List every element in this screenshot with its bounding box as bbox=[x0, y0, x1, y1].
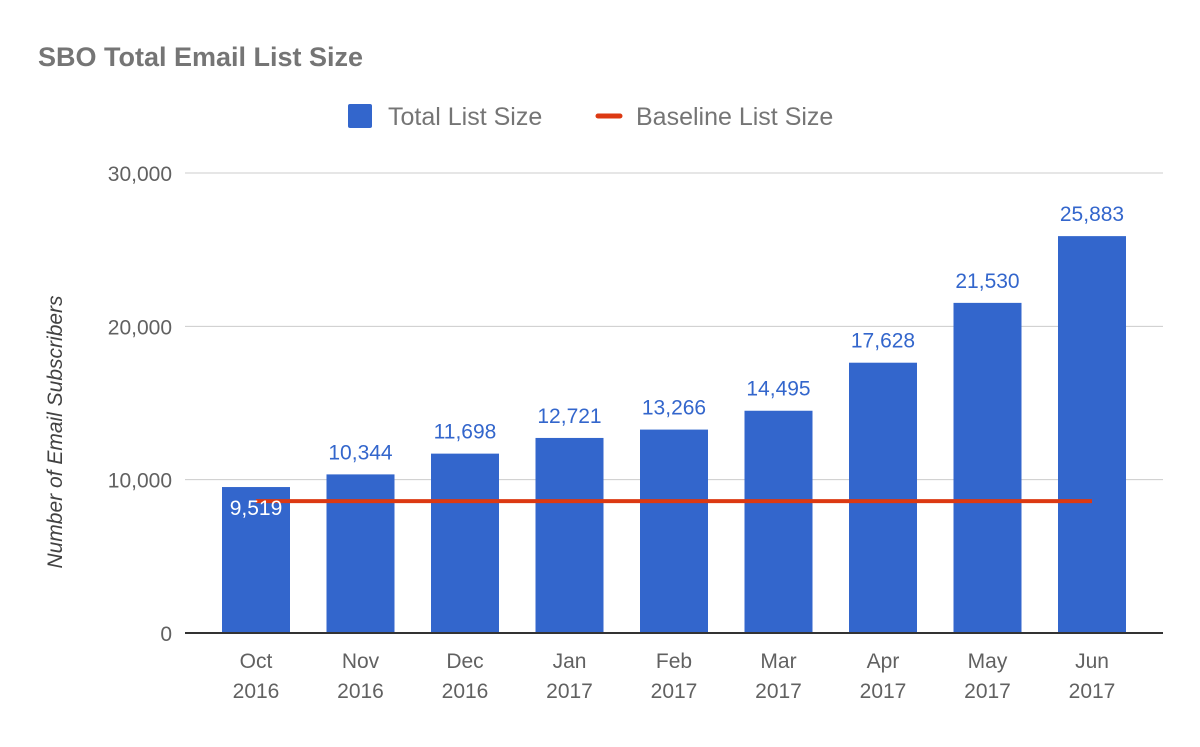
legend: Total List Size Baseline List Size bbox=[348, 103, 833, 131]
bar-data-label: 11,698 bbox=[434, 421, 497, 444]
x-tick-label-year: 2016 bbox=[233, 680, 280, 703]
x-tick-label-year: 2017 bbox=[964, 680, 1011, 703]
bar-data-label: 13,266 bbox=[642, 397, 706, 420]
bar-data-label: 21,530 bbox=[955, 270, 1019, 293]
x-tick-label-month: Jan bbox=[553, 650, 587, 673]
bar[interactable] bbox=[1058, 236, 1126, 634]
y-tick-label: 0 bbox=[160, 623, 172, 646]
bar-data-label: 9,519 bbox=[230, 497, 283, 520]
x-tick-label-month: Oct bbox=[240, 650, 273, 673]
legend-swatch-total-list-size bbox=[348, 104, 372, 128]
bar[interactable] bbox=[535, 437, 604, 633]
x-tick-label-year: 2017 bbox=[651, 680, 698, 703]
bar[interactable] bbox=[744, 410, 813, 633]
y-tick-label: 10,000 bbox=[108, 470, 172, 493]
bar-data-label: 14,495 bbox=[746, 378, 810, 401]
x-tick-label-year: 2017 bbox=[860, 680, 907, 703]
x-tick-label-month: Apr bbox=[867, 650, 900, 673]
bar[interactable] bbox=[431, 453, 499, 633]
data-labels: 9,519 10,344 11,698 12,721 13,266 14,495 17,62… bbox=[230, 203, 1124, 520]
bar-data-label: 25,883 bbox=[1060, 203, 1124, 226]
bar[interactable] bbox=[640, 429, 708, 633]
legend-label-baseline-list-size: Baseline List Size bbox=[636, 103, 833, 131]
bar[interactable] bbox=[222, 487, 290, 633]
bar-data-label: 17,628 bbox=[851, 330, 915, 353]
legend-item-total-list-size[interactable]: Total List Size bbox=[348, 103, 542, 131]
x-tick-label-year: 2017 bbox=[546, 680, 593, 703]
x-tick-label-year: 2016 bbox=[442, 680, 489, 703]
bar-data-label: 10,344 bbox=[328, 441, 393, 464]
x-tick-label-month: May bbox=[968, 650, 1008, 673]
chart-title: SBO Total Email List Size bbox=[38, 42, 363, 72]
y-tick-label: 30,000 bbox=[108, 163, 172, 186]
x-tick-label-year: 2017 bbox=[1069, 680, 1116, 703]
x-tick-label-month: Jun bbox=[1075, 650, 1109, 673]
x-axis-ticks: Oct 2016 Nov 2016 Dec 2016 Jan 2017 Feb 2017 Mar 20… bbox=[233, 650, 1116, 703]
bars bbox=[222, 236, 1126, 634]
bar[interactable] bbox=[326, 474, 395, 633]
y-axis-ticks: 0 10,000 20,000 30,000 bbox=[108, 163, 172, 646]
x-tick-label-month: Dec bbox=[446, 650, 483, 673]
x-tick-label-month: Nov bbox=[342, 650, 380, 673]
y-axis-label: Number of Email Subscribers bbox=[44, 295, 67, 569]
x-tick-label-year: 2017 bbox=[755, 680, 802, 703]
x-tick-label-year: 2016 bbox=[337, 680, 384, 703]
bar-data-label: 12,721 bbox=[537, 405, 601, 428]
bar[interactable] bbox=[953, 302, 1022, 633]
y-tick-label: 20,000 bbox=[108, 316, 172, 339]
x-tick-label-month: Feb bbox=[656, 650, 692, 673]
bar[interactable] bbox=[849, 362, 917, 633]
x-tick-label-month: Mar bbox=[760, 650, 796, 673]
legend-item-baseline-list-size[interactable]: Baseline List Size bbox=[595, 103, 833, 131]
legend-label-total-list-size: Total List Size bbox=[388, 103, 542, 131]
